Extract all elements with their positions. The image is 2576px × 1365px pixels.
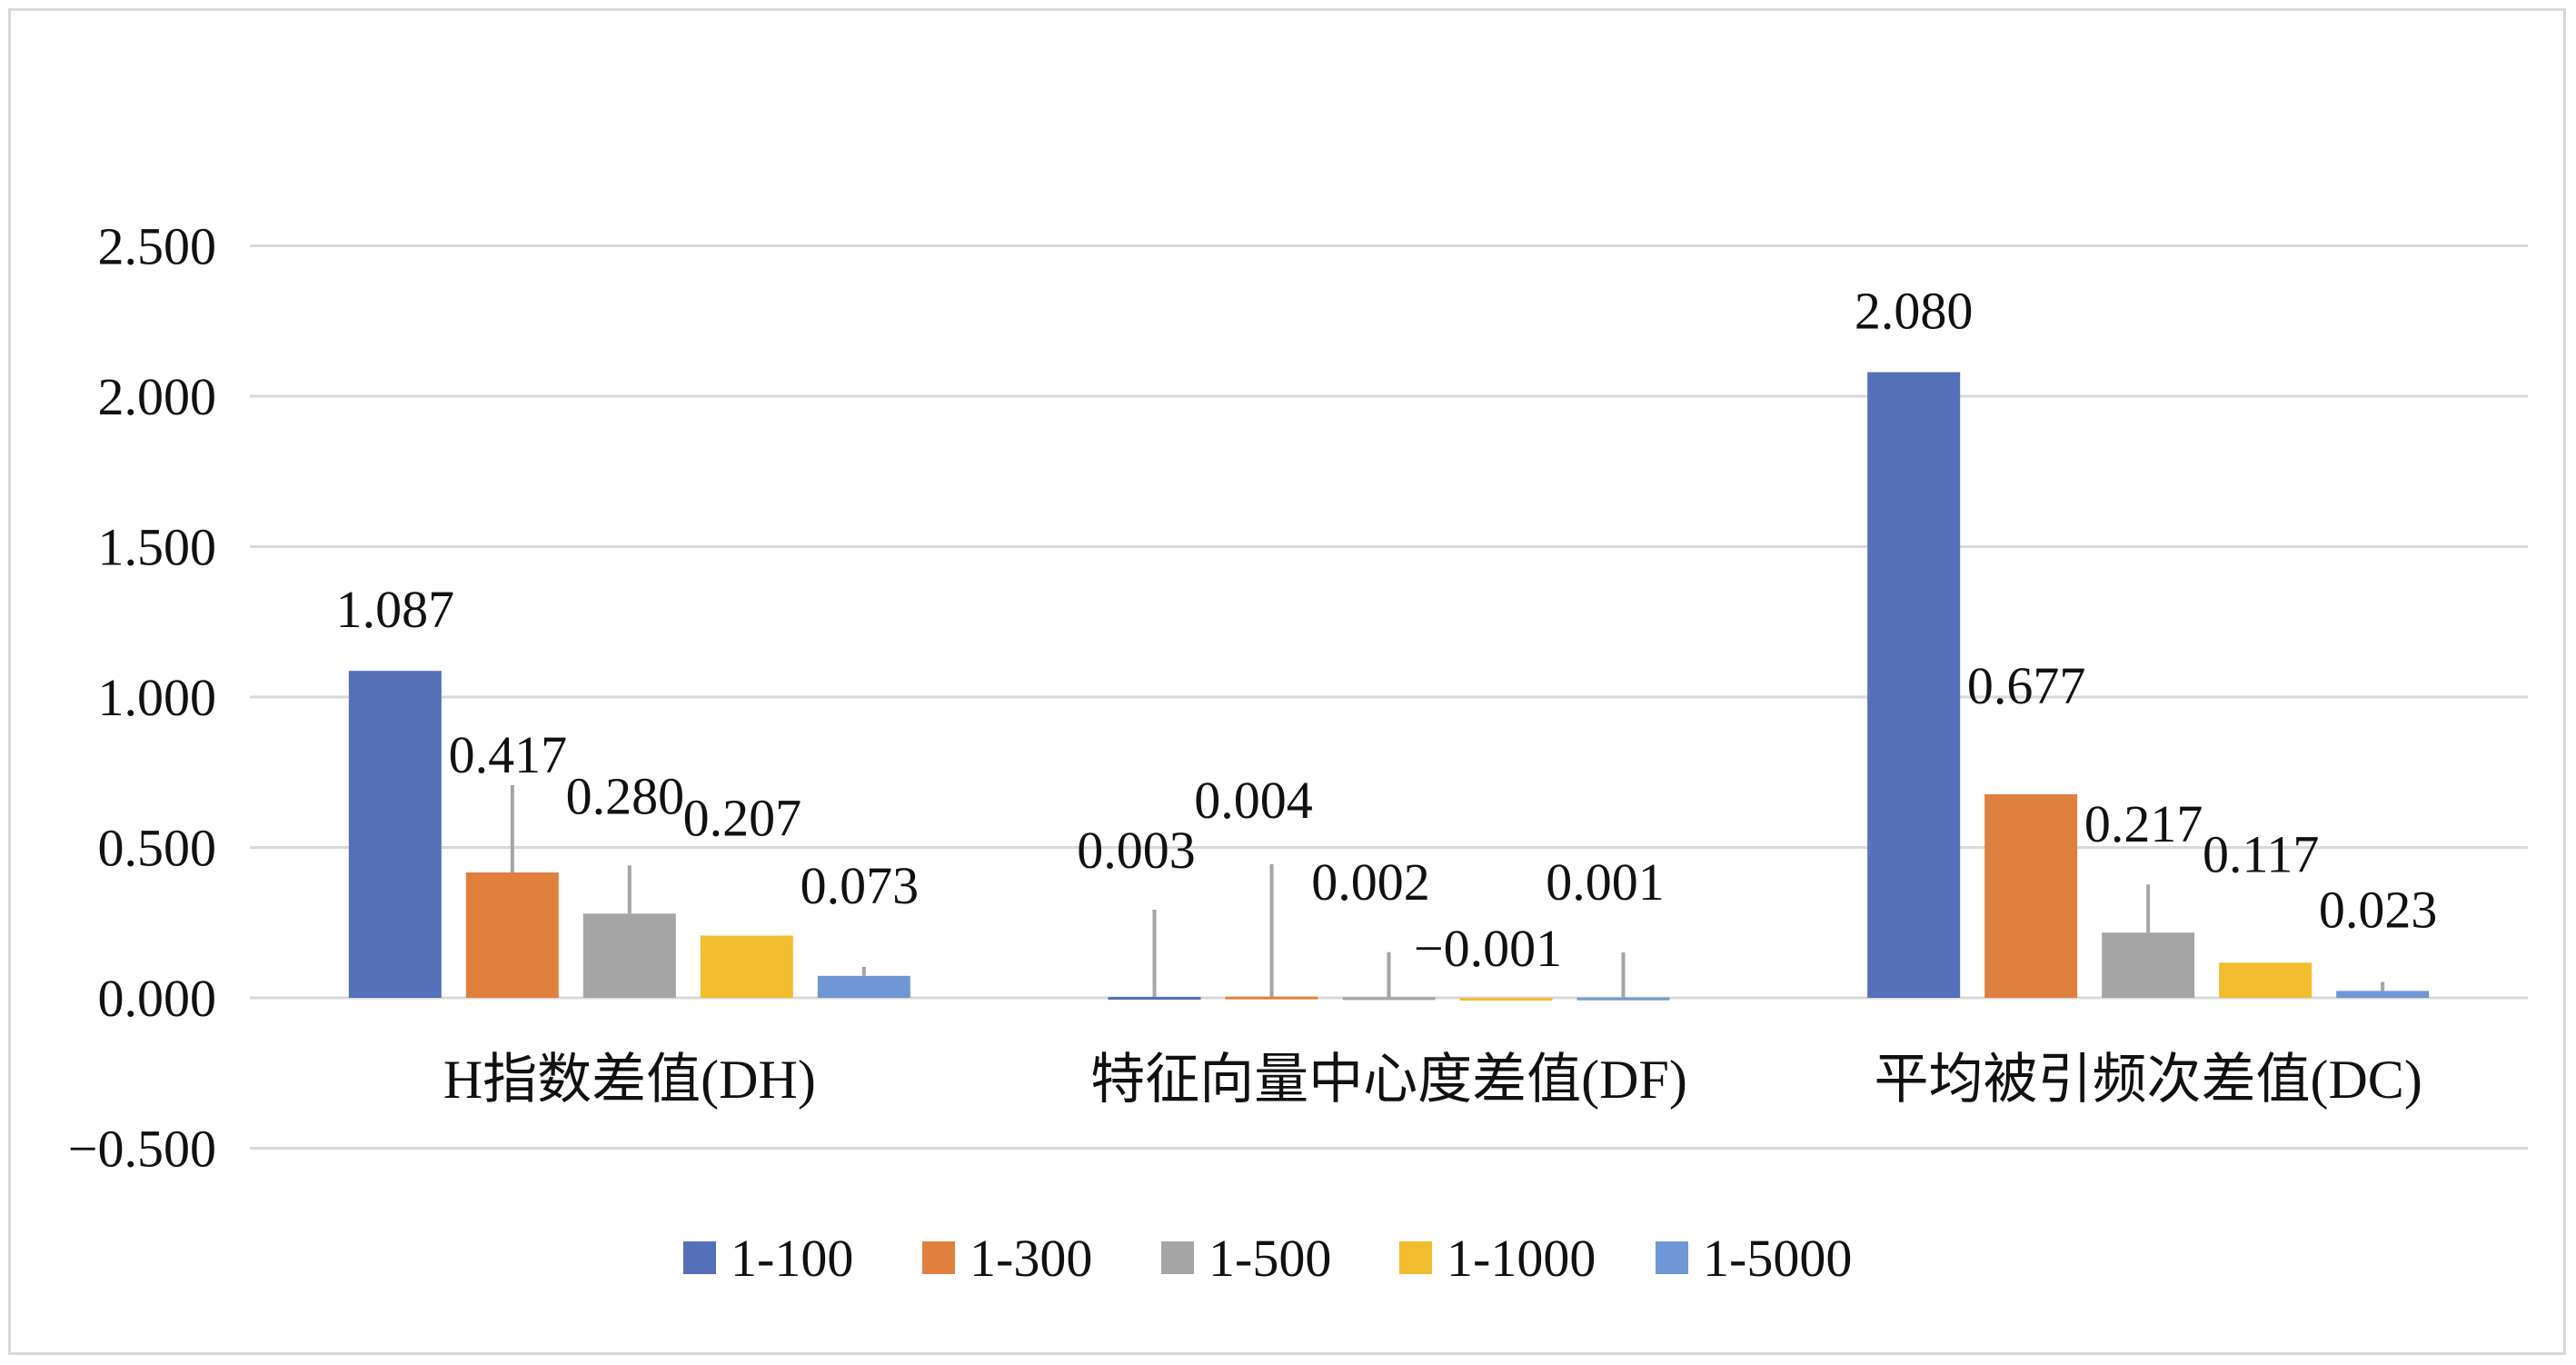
category-label: 平均被引频次差值(DC) [1875, 1050, 2422, 1110]
data-label: 0.207 [683, 788, 802, 847]
bar [465, 872, 559, 998]
bar [2102, 932, 2195, 998]
bar [2219, 962, 2312, 998]
y-axis: 2.500 2.000 1.500 1.000 0.500 0.000 −0.500 [68, 217, 216, 1179]
bar [1984, 793, 2078, 998]
bar [2336, 991, 2430, 998]
data-label: 2.080 [1855, 282, 1974, 341]
legend-item: 1-1000 [1399, 1229, 1596, 1288]
legend-item: 1-5000 [1656, 1229, 1852, 1288]
bar [582, 913, 676, 998]
data-label: −0.001 [1414, 919, 1562, 978]
category-label: 特征向量中心度差值(DF) [1090, 1050, 1687, 1110]
bar [1576, 997, 1670, 1001]
y-tick-label: 2.000 [98, 367, 217, 426]
data-label: 0.073 [801, 856, 920, 915]
legend-item: 1-100 [683, 1229, 853, 1288]
legend-label: 1-5000 [1703, 1229, 1852, 1288]
legend-swatch [1656, 1241, 1688, 1274]
bar [1108, 997, 1201, 1001]
data-label: 0.001 [1546, 852, 1665, 912]
legend-swatch [1161, 1241, 1194, 1274]
data-label: 0.004 [1194, 771, 1313, 830]
data-label: 1.087 [336, 580, 455, 639]
bar [348, 671, 442, 998]
y-tick-label: 2.500 [98, 217, 217, 276]
bar [1459, 998, 1553, 1001]
bar [1867, 372, 1961, 998]
legend: 1-100 1-300 1-500 1-1000 1-5000 [683, 1229, 1852, 1288]
data-label: 0.003 [1077, 821, 1196, 880]
data-label: 0.117 [2203, 824, 2319, 883]
y-tick-label: −0.500 [68, 1120, 216, 1179]
legend-swatch [922, 1241, 955, 1274]
legend-label: 1-300 [970, 1229, 1092, 1288]
legend-item: 1-300 [922, 1229, 1092, 1288]
y-tick-label: 1.500 [98, 518, 217, 577]
bar [1225, 996, 1318, 1000]
category-label: H指数差值(DH) [443, 1050, 816, 1110]
data-label: 0.217 [2084, 794, 2203, 853]
data-label: 0.280 [566, 766, 685, 825]
gridlines [250, 244, 2528, 1150]
bar [1342, 997, 1436, 1001]
legend-label: 1-1000 [1447, 1229, 1596, 1288]
x-axis: H指数差值(DH) 特征向量中心度差值(DF) 平均被引频次差值(DC) [443, 1050, 2422, 1110]
legend-label: 1-100 [731, 1229, 853, 1288]
bar [700, 935, 793, 998]
legend-swatch [683, 1241, 716, 1274]
legend-label: 1-500 [1208, 1229, 1331, 1288]
y-tick-label: 0.500 [98, 819, 217, 878]
bar [817, 975, 910, 998]
bars [348, 372, 2430, 1001]
y-tick-label: 0.000 [98, 969, 217, 1028]
data-label: 0.002 [1311, 852, 1430, 912]
legend-item: 1-500 [1161, 1229, 1331, 1288]
y-tick-label: 1.000 [98, 668, 217, 727]
legend-swatch [1399, 1241, 1432, 1274]
data-label: 0.417 [449, 725, 568, 784]
error-bars [510, 784, 2385, 998]
data-label: 0.023 [2319, 880, 2438, 939]
data-label: 0.677 [1967, 656, 2086, 715]
